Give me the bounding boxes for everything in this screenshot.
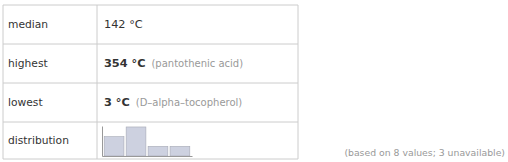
table-line bbox=[3, 5, 298, 6]
row-label: lowest bbox=[8, 96, 43, 109]
footer-note: (based on 8 values; 3 unavailable) bbox=[344, 147, 505, 158]
table-line bbox=[3, 83, 298, 84]
bar bbox=[148, 146, 168, 156]
row-value: 3 °C bbox=[104, 96, 130, 109]
row-label: highest bbox=[8, 57, 48, 70]
row-note: (D–alpha–tocopherol) bbox=[136, 97, 243, 108]
row-label: distribution bbox=[8, 134, 69, 147]
table-line bbox=[3, 44, 298, 45]
row-note: (pantothenic acid) bbox=[151, 58, 243, 69]
bar bbox=[170, 146, 190, 156]
table-line bbox=[298, 5, 299, 159]
table-line bbox=[3, 159, 298, 160]
bars bbox=[104, 127, 190, 156]
y-axis bbox=[102, 127, 103, 157]
row-value: 142 °C bbox=[104, 18, 143, 31]
table-line bbox=[3, 122, 298, 123]
chart: median 142 °C highest 354 °C (pantothenic ac… bbox=[0, 0, 508, 162]
row-label: median bbox=[8, 18, 48, 31]
table-line bbox=[3, 5, 4, 159]
table bbox=[3, 5, 298, 159]
bar bbox=[104, 137, 124, 156]
table-line bbox=[97, 5, 98, 159]
y-axis-line bbox=[102, 127, 103, 157]
bar bbox=[126, 127, 146, 156]
row-value: 354 °C bbox=[104, 57, 145, 70]
x-axis-line bbox=[103, 156, 193, 157]
table-texts: median 142 °C highest 354 °C (pantothenic ac… bbox=[8, 18, 243, 147]
x-axis bbox=[103, 156, 193, 158]
